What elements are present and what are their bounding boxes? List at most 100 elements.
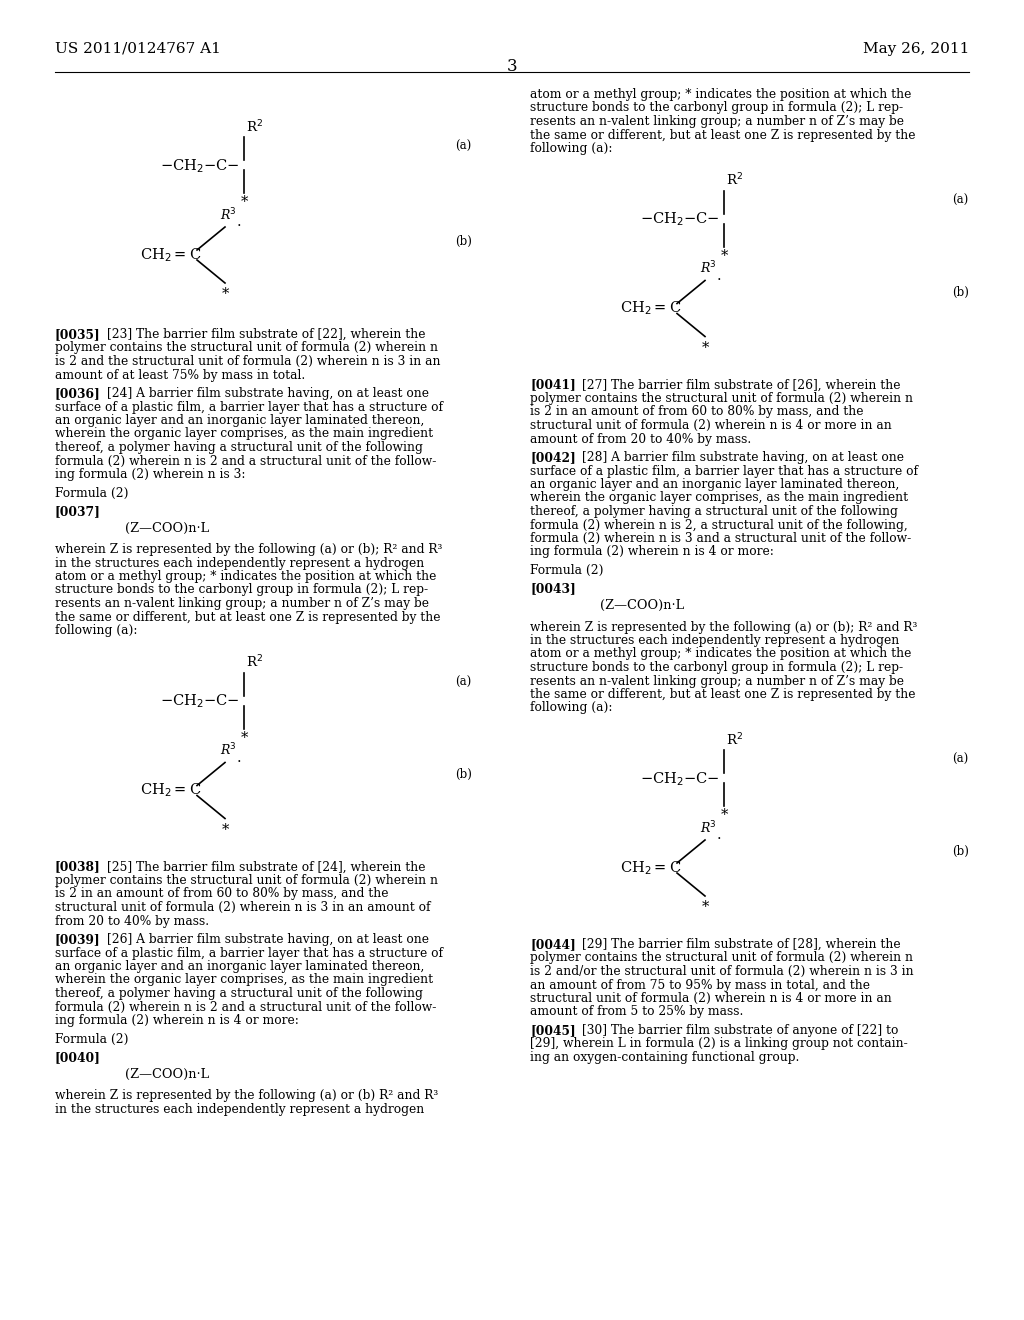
Text: an amount of from 75 to 95% by mass in total, and the: an amount of from 75 to 95% by mass in t… (530, 978, 870, 991)
Text: polymer contains the structural unit of formula (2) wherein n: polymer contains the structural unit of … (55, 874, 438, 887)
Text: following (a):: following (a): (530, 701, 612, 714)
Text: amount of from 20 to 40% by mass.: amount of from 20 to 40% by mass. (530, 433, 752, 446)
Text: (a): (a) (455, 676, 471, 689)
Text: [30] The barrier film substrate of anyone of [22] to: [30] The barrier film substrate of anyon… (582, 1024, 898, 1038)
Text: structural unit of formula (2) wherein n is 3 in an amount of: structural unit of formula (2) wherein n… (55, 902, 430, 913)
Text: *: * (721, 808, 728, 822)
Text: R$^3$: R$^3$ (220, 206, 237, 223)
Text: formula (2) wherein n is 3 and a structural unit of the follow-: formula (2) wherein n is 3 and a structu… (530, 532, 911, 545)
Text: (a): (a) (952, 752, 969, 766)
Text: Formula (2): Formula (2) (55, 1032, 128, 1045)
Text: *: * (222, 286, 229, 301)
Text: .: . (237, 215, 242, 228)
Text: May 26, 2011: May 26, 2011 (862, 42, 969, 55)
Text: .: . (237, 751, 242, 764)
Text: is 2 and/or the structural unit of formula (2) wherein n is 3 in: is 2 and/or the structural unit of formu… (530, 965, 913, 978)
Text: [0037]: [0037] (55, 506, 101, 517)
Text: structure bonds to the carbonyl group in formula (2); L rep-: structure bonds to the carbonyl group in… (530, 102, 903, 115)
Text: is 2 and the structural unit of formula (2) wherein n is 3 in an: is 2 and the structural unit of formula … (55, 355, 440, 368)
Text: [0038]: [0038] (55, 861, 100, 874)
Text: US 2011/0124767 A1: US 2011/0124767 A1 (55, 42, 221, 55)
Text: Formula (2): Formula (2) (55, 487, 128, 499)
Text: atom or a methyl group; * indicates the position at which the: atom or a methyl group; * indicates the … (530, 88, 911, 102)
Text: [29] The barrier film substrate of [28], wherein the: [29] The barrier film substrate of [28],… (582, 939, 901, 950)
Text: polymer contains the structural unit of formula (2) wherein n: polymer contains the structural unit of … (530, 392, 913, 405)
Text: polymer contains the structural unit of formula (2) wherein n: polymer contains the structural unit of … (530, 952, 913, 965)
Text: [0039]: [0039] (55, 933, 100, 946)
Text: the same or different, but at least one Z is represented by the: the same or different, but at least one … (530, 128, 915, 141)
Text: amount of at least 75% by mass in total.: amount of at least 75% by mass in total. (55, 368, 305, 381)
Text: [23] The barrier film substrate of [22], wherein the: [23] The barrier film substrate of [22],… (106, 327, 426, 341)
Text: [25] The barrier film substrate of [24], wherein the: [25] The barrier film substrate of [24],… (106, 861, 426, 874)
Text: [0043]: [0043] (530, 582, 575, 595)
Text: wherein the organic layer comprises, as the main ingredient: wherein the organic layer comprises, as … (55, 428, 433, 441)
Text: structure bonds to the carbonyl group in formula (2); L rep-: structure bonds to the carbonyl group in… (530, 661, 903, 675)
Text: in the structures each independently represent a hydrogen: in the structures each independently rep… (55, 557, 424, 569)
Text: the same or different, but at least one Z is represented by the: the same or different, but at least one … (55, 610, 440, 623)
Text: an organic layer and an inorganic layer laminated thereon,: an organic layer and an inorganic layer … (530, 478, 899, 491)
Text: [0042]: [0042] (530, 451, 575, 465)
Text: structural unit of formula (2) wherein n is 4 or more in an: structural unit of formula (2) wherein n… (530, 418, 892, 432)
Text: [28] A barrier film substrate having, on at least one: [28] A barrier film substrate having, on… (582, 451, 904, 465)
Text: an organic layer and an inorganic layer laminated thereon,: an organic layer and an inorganic layer … (55, 960, 424, 973)
Text: *: * (241, 195, 249, 209)
Text: structural unit of formula (2) wherein n is 4 or more in an: structural unit of formula (2) wherein n… (530, 993, 892, 1005)
Text: [0035]: [0035] (55, 327, 100, 341)
Text: R$^3$: R$^3$ (220, 742, 237, 759)
Text: *: * (721, 248, 728, 263)
Text: thereof, a polymer having a structural unit of the following: thereof, a polymer having a structural u… (55, 987, 423, 1001)
Text: formula (2) wherein n is 2 and a structural unit of the follow-: formula (2) wherein n is 2 and a structu… (55, 454, 436, 467)
Text: resents an n-valent linking group; a number n of Z’s may be: resents an n-valent linking group; a num… (530, 675, 904, 688)
Text: surface of a plastic film, a barrier layer that has a structure of: surface of a plastic film, a barrier lay… (55, 400, 443, 413)
Text: [0040]: [0040] (55, 1051, 101, 1064)
Text: resents an n-valent linking group; a number n of Z’s may be: resents an n-valent linking group; a num… (530, 115, 904, 128)
Text: 3: 3 (507, 58, 517, 75)
Text: wherein Z is represented by the following (a) or (b) R² and R³: wherein Z is represented by the followin… (55, 1089, 438, 1102)
Text: is 2 in an amount of from 60 to 80% by mass, and the: is 2 in an amount of from 60 to 80% by m… (530, 405, 863, 418)
Text: (b): (b) (952, 285, 969, 298)
Text: surface of a plastic film, a barrier layer that has a structure of: surface of a plastic film, a barrier lay… (530, 465, 918, 478)
Text: (b): (b) (455, 235, 472, 248)
Text: ing formula (2) wherein n is 4 or more:: ing formula (2) wherein n is 4 or more: (55, 1014, 299, 1027)
Text: (b): (b) (952, 845, 969, 858)
Text: R$^3$: R$^3$ (700, 260, 717, 276)
Text: (b): (b) (455, 767, 472, 780)
Text: structure bonds to the carbonyl group in formula (2); L rep-: structure bonds to the carbonyl group in… (55, 583, 428, 597)
Text: ing formula (2) wherein n is 4 or more:: ing formula (2) wherein n is 4 or more: (530, 545, 774, 558)
Text: R$^2$: R$^2$ (726, 172, 743, 189)
Text: [24] A barrier film substrate having, on at least one: [24] A barrier film substrate having, on… (106, 387, 429, 400)
Text: CH$_2$$=$C: CH$_2$$=$C (140, 246, 202, 264)
Text: surface of a plastic film, a barrier layer that has a structure of: surface of a plastic film, a barrier lay… (55, 946, 443, 960)
Text: polymer contains the structural unit of formula (2) wherein n: polymer contains the structural unit of … (55, 342, 438, 355)
Text: Formula (2): Formula (2) (530, 564, 603, 577)
Text: (a): (a) (455, 140, 471, 153)
Text: CH$_2$$=$C: CH$_2$$=$C (620, 300, 681, 317)
Text: following (a):: following (a): (55, 624, 137, 638)
Text: R$^2$: R$^2$ (246, 653, 263, 671)
Text: (Z—COO)n·L: (Z—COO)n·L (600, 599, 684, 612)
Text: $-$CH$_2$$-$C$-$: $-$CH$_2$$-$C$-$ (160, 157, 240, 174)
Text: [29], wherein L in formula (2) is a linking group not contain-: [29], wherein L in formula (2) is a link… (530, 1038, 907, 1051)
Text: $-$CH$_2$$-$C$-$: $-$CH$_2$$-$C$-$ (640, 770, 720, 788)
Text: CH$_2$$=$C: CH$_2$$=$C (140, 781, 202, 800)
Text: $-$CH$_2$$-$C$-$: $-$CH$_2$$-$C$-$ (640, 211, 720, 228)
Text: [0036]: [0036] (55, 387, 100, 400)
Text: in the structures each independently represent a hydrogen: in the structures each independently rep… (530, 634, 899, 647)
Text: following (a):: following (a): (530, 143, 612, 154)
Text: CH$_2$$=$C: CH$_2$$=$C (620, 859, 681, 876)
Text: wherein Z is represented by the following (a) or (b); R² and R³: wherein Z is represented by the followin… (530, 620, 918, 634)
Text: ing formula (2) wherein n is 3:: ing formula (2) wherein n is 3: (55, 469, 246, 480)
Text: formula (2) wherein n is 2 and a structural unit of the follow-: formula (2) wherein n is 2 and a structu… (55, 1001, 436, 1014)
Text: *: * (702, 900, 710, 913)
Text: atom or a methyl group; * indicates the position at which the: atom or a methyl group; * indicates the … (55, 570, 436, 583)
Text: .: . (717, 828, 722, 842)
Text: in the structures each independently represent a hydrogen: in the structures each independently rep… (55, 1102, 424, 1115)
Text: (Z—COO)n·L: (Z—COO)n·L (125, 521, 209, 535)
Text: thereof, a polymer having a structural unit of the following: thereof, a polymer having a structural u… (530, 506, 898, 517)
Text: formula (2) wherein n is 2, a structural unit of the following,: formula (2) wherein n is 2, a structural… (530, 519, 907, 532)
Text: amount of from 5 to 25% by mass.: amount of from 5 to 25% by mass. (530, 1006, 743, 1019)
Text: .: . (717, 268, 722, 282)
Text: *: * (702, 341, 710, 355)
Text: atom or a methyl group; * indicates the position at which the: atom or a methyl group; * indicates the … (530, 648, 911, 660)
Text: (a): (a) (952, 194, 969, 206)
